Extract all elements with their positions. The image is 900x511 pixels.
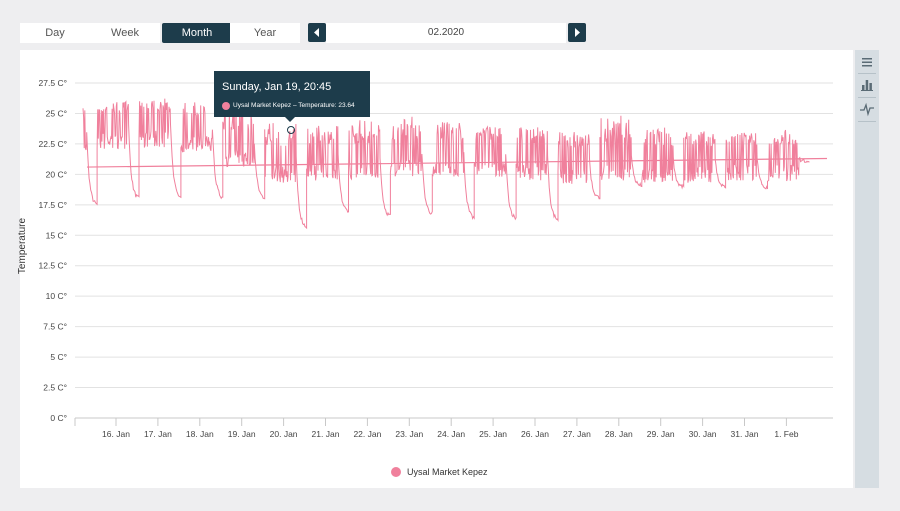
tooltip-series-marker (222, 102, 230, 110)
y-tick-label: 25 C° (46, 108, 67, 118)
gridlines (75, 82, 833, 419)
range-day-button[interactable]: Day (20, 23, 90, 43)
bar-chart-icon[interactable] (859, 77, 875, 93)
sidebar-divider (858, 121, 876, 122)
chevron-left-icon (314, 28, 319, 37)
x-tick-label: 30. Jan (689, 429, 717, 439)
x-tick-label: 17. Jan (144, 429, 172, 439)
y-tick-label: 5 C° (50, 352, 67, 362)
x-tick-label: 24. Jan (437, 429, 465, 439)
chevron-right-icon (575, 28, 580, 37)
x-tick-label: 25. Jan (479, 429, 507, 439)
y-tick-label: 22.5 C° (39, 139, 67, 149)
y-tick-label: 2.5 C° (43, 383, 67, 393)
x-tick-label: 31. Jan (731, 429, 759, 439)
tooltip-title: Sunday, Jan 19, 20:45 (222, 81, 332, 93)
sidebar-divider (858, 97, 876, 98)
line-chart-icon[interactable] (859, 101, 875, 117)
series-line (82, 98, 810, 230)
x-axis-ticks: 16. Jan 17. Jan 18. Jan 19. Jan 20. Jan 21. J… (74, 418, 799, 439)
y-tick-label: 15 C° (46, 230, 67, 240)
y-tick-label: 0 C° (50, 413, 67, 423)
legend-label: Uysal Market Kepez (407, 467, 488, 477)
previous-period-button[interactable] (308, 23, 326, 42)
series-baseline (86, 157, 828, 168)
x-tick-label: 22. Jan (353, 429, 381, 439)
x-tick-label: 28. Jan (605, 429, 633, 439)
x-tick-label: 23. Jan (395, 429, 423, 439)
y-tick-label: 20 C° (46, 169, 67, 179)
data-tooltip: Sunday, Jan 19, 20:45 Uysal Market Kepez… (214, 71, 370, 117)
x-tick-label: 1. Feb (774, 429, 798, 439)
next-period-button[interactable] (568, 23, 586, 42)
x-tick-label: 18. Jan (186, 429, 214, 439)
x-tick-label: 26. Jan (521, 429, 549, 439)
tooltip-caret (285, 117, 295, 122)
range-month-button[interactable]: Month (162, 23, 232, 43)
y-tick-label: 27.5 C° (39, 78, 67, 88)
x-tick-label: 19. Jan (228, 429, 256, 439)
sidebar-divider (858, 73, 876, 74)
x-tick-label: 27. Jan (563, 429, 591, 439)
legend-marker (391, 467, 401, 477)
x-tick-label: 16. Jan (102, 429, 130, 439)
series-uysal-market-kepez (82, 98, 828, 230)
chart-tools-sidebar (855, 50, 879, 488)
y-axis-ticks: 0 C° 2.5 C° 5 C° 7.5 C° 10 C° 12.5 C° 15 C° 17.… (39, 78, 67, 423)
period-field[interactable]: 02.2020 (326, 23, 566, 43)
y-tick-label: 10 C° (46, 291, 67, 301)
y-tick-label: 17.5 C° (39, 200, 67, 210)
y-tick-label: 7.5 C° (43, 322, 67, 332)
y-tick-label: 12.5 C° (39, 261, 67, 271)
x-tick-label: 21. Jan (312, 429, 340, 439)
tooltip-series-value: Uysal Market Kepez – Temperature: 23.64 (233, 102, 355, 109)
range-year-button[interactable]: Year (230, 23, 300, 43)
y-axis-label: Temperature (17, 217, 28, 274)
x-tick-label: 29. Jan (647, 429, 675, 439)
highlighted-point (287, 126, 295, 134)
range-week-button[interactable]: Week (90, 23, 160, 43)
menu-icon[interactable] (859, 54, 875, 70)
x-tick-label: 20. Jan (270, 429, 298, 439)
legend[interactable]: Uysal Market Kepez (391, 467, 488, 477)
